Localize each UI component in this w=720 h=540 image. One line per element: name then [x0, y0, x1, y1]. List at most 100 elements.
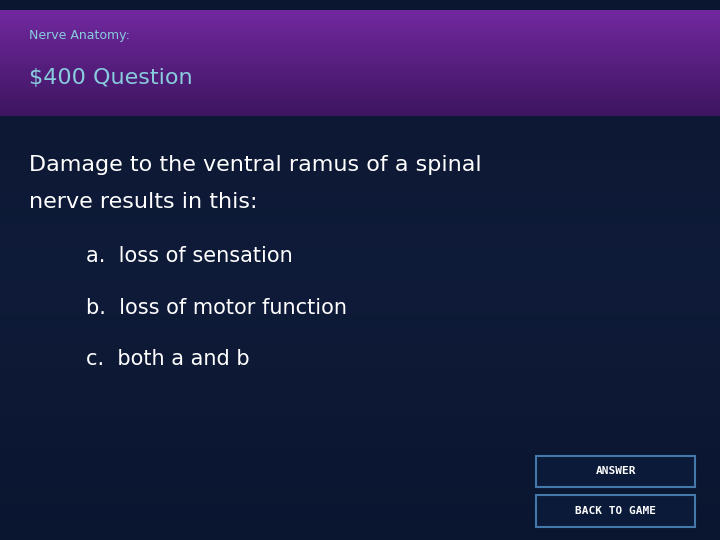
Bar: [0, 162, 720, 171]
Bar: [0, 82, 720, 84]
Bar: [0, 25, 720, 27]
Bar: [0, 288, 720, 297]
Bar: [0, 23, 720, 25]
Bar: [0, 504, 720, 513]
Bar: [0, 243, 720, 252]
Bar: [0, 225, 720, 234]
Bar: [0, 46, 720, 48]
Bar: [0, 33, 720, 35]
Bar: [0, 324, 720, 333]
Bar: [0, 189, 720, 198]
Bar: [0, 423, 720, 432]
Bar: [0, 126, 720, 135]
Bar: [0, 69, 720, 71]
Bar: [0, 48, 720, 50]
Text: a.  loss of sensation: a. loss of sensation: [86, 246, 293, 267]
Bar: [0, 97, 720, 99]
Bar: [0, 29, 720, 31]
Bar: [0, 31, 720, 33]
Bar: [0, 112, 720, 114]
Bar: [0, 12, 720, 14]
Bar: [0, 0, 720, 10]
Bar: [0, 117, 720, 126]
Bar: [0, 99, 720, 108]
Bar: [0, 63, 720, 72]
Bar: [0, 35, 720, 37]
Bar: [0, 108, 720, 117]
Bar: [0, 90, 720, 99]
Bar: [0, 441, 720, 450]
Bar: [0, 72, 720, 81]
Text: b.  loss of motor function: b. loss of motor function: [86, 298, 347, 318]
Bar: [0, 14, 720, 16]
Bar: [0, 63, 720, 65]
Bar: [536, 456, 695, 487]
Bar: [0, 342, 720, 351]
Bar: [0, 144, 720, 153]
Bar: [0, 59, 720, 61]
Bar: [0, 459, 720, 468]
Bar: [0, 279, 720, 288]
Bar: [0, 468, 720, 477]
Bar: [0, 180, 720, 189]
Bar: [0, 261, 720, 270]
Bar: [0, 86, 720, 89]
Bar: [0, 42, 720, 44]
Bar: [0, 110, 720, 112]
Bar: [0, 495, 720, 504]
Bar: [0, 39, 720, 42]
Bar: [0, 37, 720, 39]
Bar: [0, 522, 720, 531]
Bar: [0, 99, 720, 101]
Bar: [0, 78, 720, 80]
Text: Nerve Anatomy:: Nerve Anatomy:: [29, 29, 130, 42]
Bar: [0, 432, 720, 441]
Bar: [0, 84, 720, 86]
Bar: [0, 61, 720, 63]
Bar: [0, 54, 720, 63]
Bar: [0, 107, 720, 110]
Bar: [0, 297, 720, 306]
Bar: [0, 216, 720, 225]
Text: c.  both a and b: c. both a and b: [86, 349, 250, 369]
Bar: [0, 378, 720, 387]
Bar: [0, 513, 720, 522]
Bar: [0, 405, 720, 414]
Bar: [0, 477, 720, 486]
Bar: [0, 93, 720, 95]
Bar: [0, 450, 720, 459]
Bar: [536, 495, 695, 526]
Bar: [0, 76, 720, 78]
Bar: [0, 55, 720, 57]
Bar: [0, 0, 720, 9]
Bar: [0, 234, 720, 243]
Bar: [0, 531, 720, 540]
Bar: [0, 396, 720, 405]
Bar: [0, 65, 720, 67]
Bar: [0, 360, 720, 369]
Bar: [0, 369, 720, 378]
Bar: [0, 414, 720, 423]
Bar: [0, 67, 720, 69]
Bar: [0, 36, 720, 45]
Bar: [0, 351, 720, 360]
Text: $400 Question: $400 Question: [29, 68, 192, 89]
Bar: [0, 21, 720, 23]
Bar: [0, 207, 720, 216]
Bar: [0, 105, 720, 107]
Bar: [0, 198, 720, 207]
Bar: [0, 95, 720, 97]
Bar: [0, 103, 720, 105]
Text: BACK TO GAME: BACK TO GAME: [575, 506, 656, 516]
Bar: [0, 91, 720, 93]
Bar: [0, 252, 720, 261]
Bar: [0, 101, 720, 103]
Bar: [0, 27, 720, 36]
Bar: [0, 9, 720, 18]
Bar: [0, 81, 720, 90]
Bar: [0, 71, 720, 73]
Bar: [0, 270, 720, 279]
Text: ANSWER: ANSWER: [595, 467, 636, 476]
Bar: [0, 27, 720, 29]
Bar: [0, 57, 720, 59]
